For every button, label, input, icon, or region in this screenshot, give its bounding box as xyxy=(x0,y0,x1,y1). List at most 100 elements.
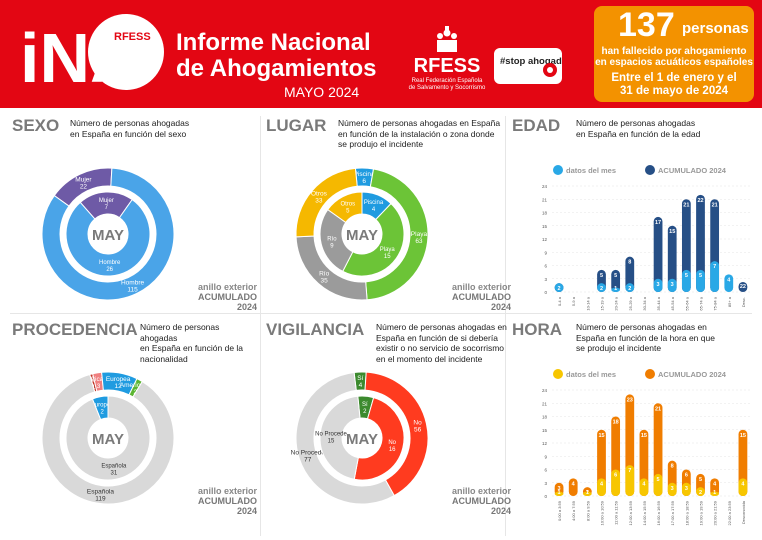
x-tick-label: 20:00 a 21:59 xyxy=(713,500,718,525)
divider-v1 xyxy=(260,116,261,536)
bar-total-20-24-a xyxy=(611,269,621,292)
bar-total-label: 5 xyxy=(614,273,617,279)
bar-total-label: 18 xyxy=(613,420,619,426)
x-tick-label: 10-14 a xyxy=(585,296,590,310)
x-tick-label: 55-64 a xyxy=(684,296,689,310)
bar-month-35-44-a xyxy=(653,278,663,292)
bar-month-0-00-a-3-59 xyxy=(554,491,564,496)
x-tick-label: 8:00 a 9:59 xyxy=(585,500,590,521)
bar-month-18-00-a-18-59 xyxy=(681,482,691,496)
summary-text: han fallecido por ahogamiento en espacio… xyxy=(595,46,753,68)
inner-ring-label-hombre: Hombre 26 xyxy=(99,260,121,273)
bar-total-label: 4 xyxy=(713,481,717,487)
ina-logo-text: iNA xyxy=(20,19,141,92)
bar-total-label: 21 xyxy=(655,406,661,412)
outer-ring-label-otros: Otros 33 xyxy=(311,191,328,205)
outer-ring-label-playa: Playa 63 xyxy=(411,231,428,245)
bar-month-17-00-a-17-59 xyxy=(667,482,677,496)
report-month: MAYO 2024 xyxy=(284,84,360,100)
x-tick-label: 11:00 a 11:59 xyxy=(614,500,619,525)
panel-title-hora: HORA xyxy=(512,320,563,339)
panel-title-lugar: LUGAR xyxy=(266,116,327,135)
bar-total-label: 6 xyxy=(685,473,688,479)
bar-month-0-4-a xyxy=(554,283,564,292)
bar-month-55-64-a xyxy=(681,269,691,292)
bar-month-19-00-a-19-59 xyxy=(696,487,705,496)
y-tick-label: 21 xyxy=(542,401,548,406)
x-tick-label: 0-4 a xyxy=(557,296,562,306)
divider-v2 xyxy=(505,116,506,536)
outer-ring-slice-espanola xyxy=(41,373,175,505)
legend-label-acumulado-2024: ACUMULADO 2024 xyxy=(658,370,727,379)
svg-text:Real Federación Española: Real Federación Española xyxy=(412,78,483,84)
title-line-1: Informe Nacional xyxy=(176,29,371,56)
bar-month-label: 4 xyxy=(727,277,731,283)
summary-count: 137 xyxy=(618,6,675,44)
outer-ring-label-africana: Africana 3 xyxy=(87,376,111,390)
bar-total-label: 15 xyxy=(669,229,675,235)
inner-ring-label-playa: Playa 15 xyxy=(380,247,396,260)
panel-description-hora: Número de personas ahogadas en España en … xyxy=(576,322,715,353)
bar-total-label: 15 xyxy=(641,433,647,439)
bar-month-label: 2 xyxy=(699,490,702,496)
bar-month-label: 7 xyxy=(713,264,716,270)
x-tick-label: 85+ a xyxy=(727,296,732,307)
x-tick-label: 45-54 a xyxy=(670,296,675,310)
inner-ring-label-otros: Otros 5 xyxy=(340,201,355,214)
x-tick-label: 19:00 a 19:59 xyxy=(699,500,704,525)
panel-description-edad: Número de personas ahogadas en España en … xyxy=(576,118,701,139)
svg-text:de Salvamento y Socorrismo: de Salvamento y Socorrismo xyxy=(409,85,486,91)
bar-month-label: 2 xyxy=(628,286,631,292)
panel-procedencia: PROCEDENCIA Número de personas ahogadas en… xyxy=(12,320,259,530)
panel-hora: HORA Número de personas ahogadas en España… xyxy=(512,320,759,530)
bar-total-label: 5 xyxy=(600,273,603,279)
outer-ring-slice-hombre xyxy=(41,167,175,301)
outer-ring-label-rio: Río 35 xyxy=(319,271,330,285)
inner-ring-slice-otros xyxy=(327,191,363,224)
y-tick-label: 9 xyxy=(544,454,547,459)
inner-ring-label-si: Sí 2 xyxy=(362,402,368,415)
x-tick-label: 17:00 a 17:59 xyxy=(670,500,675,525)
bar-month-10-00-a-10-59 xyxy=(597,478,606,496)
ina-logo: iNA RFESS xyxy=(20,14,164,92)
legend-marker-datos-del-mes xyxy=(553,165,563,175)
bar-month-label: 1 xyxy=(614,286,617,292)
summary-box: 137 personas han fallecido por ahogamien… xyxy=(594,6,754,102)
bar-total-label: 17 xyxy=(655,220,661,226)
inner-ring-label-piscina: Piscina 4 xyxy=(364,200,384,213)
bar-total-label: 3 xyxy=(558,486,561,492)
bar-month-label: 6 xyxy=(614,473,617,479)
bar-total-label: 15 xyxy=(740,433,746,439)
x-tick-label: 14:00 a 15:59 xyxy=(642,500,647,525)
inner-ring-label-espanola: Española 31 xyxy=(101,463,127,476)
crown-icon xyxy=(437,26,457,52)
panel-lugar: LUGAR Número de personas ahogadas en Espa… xyxy=(266,116,513,326)
inner-ring-slice-no-procede xyxy=(319,395,361,480)
outer-ring-label-espanola: Española 119 xyxy=(87,488,114,502)
panel-edad: EDAD Número de personas ahogadas en España… xyxy=(512,116,759,326)
bar-month-label: 3 xyxy=(671,486,674,492)
panel-vigilancia: VIGILANCIA Número de personas ahogadas en… xyxy=(266,320,513,530)
bar-total-20-00-a-21-59 xyxy=(710,478,720,496)
panel-description-sexo: Número de personas ahogadas en España en … xyxy=(70,118,190,139)
y-tick-label: 12 xyxy=(542,237,548,242)
legend-label-datos-del-mes: datos del mes xyxy=(566,370,616,379)
rfess-logo-text: RFESS xyxy=(414,55,481,77)
donut-chart-vigilancia: Sí 4 No 56 No Procede 77 Sí 2 No 16 No Procede 15 MA… xyxy=(291,371,429,505)
legend-marker-acumulado-2024 xyxy=(645,369,655,379)
bar-month-75-84-a xyxy=(710,261,720,292)
inner-ring-label-rio: Río 9 xyxy=(327,236,337,249)
outer-ring-label-hombre: Hombre 115 xyxy=(121,279,145,293)
y-tick-label: 0 xyxy=(544,290,547,295)
x-tick-label: 75-84 a xyxy=(713,296,718,310)
x-tick-label: 30-34 a xyxy=(642,296,647,310)
stop-ahogados-logo: #stop ahogados xyxy=(494,48,562,84)
y-tick-label: 21 xyxy=(542,197,548,202)
panel-title-edad: EDAD xyxy=(512,116,561,135)
bar-month-15-19-a xyxy=(597,283,606,292)
stop-logo-text: #stop ahogados xyxy=(500,56,562,67)
bar-month-25-29-a xyxy=(625,283,635,292)
x-tick-label: 12:00 a 13:59 xyxy=(628,500,633,525)
inner-ring-slice-espanola xyxy=(65,395,151,481)
summary-unit: personas xyxy=(682,20,749,37)
